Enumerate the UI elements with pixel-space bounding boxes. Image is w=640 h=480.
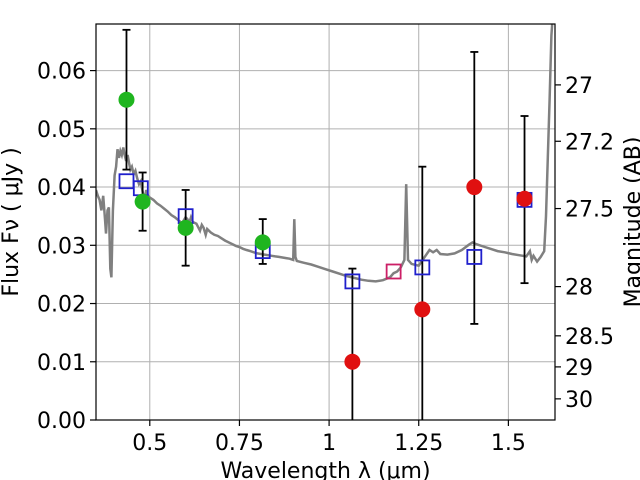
y2-tick-label: 27.2 [565, 130, 614, 155]
x-ticks: 0.5 0.75 1 1.25 1.5 [132, 420, 526, 456]
y2-tick-label: 28.5 [565, 325, 614, 350]
photometry-box [118, 173, 135, 190]
grid [96, 24, 555, 421]
y2-tick-label: 30 [565, 388, 593, 413]
y2-ticks: 27 27.2 27.5 28 28.5 29 30 [555, 74, 614, 413]
x-tick-label: 0.75 [215, 431, 264, 456]
x-tick-label: 1 [322, 431, 336, 456]
y2-axis-label: Magnitude (AB) [621, 137, 640, 308]
plot-frame [95, 23, 556, 421]
y-tick-label: 0.01 [37, 351, 86, 376]
red-data-point [516, 190, 533, 207]
y2-tick-label: 29 [565, 356, 593, 381]
photometry-box [466, 249, 483, 265]
photometry-box [385, 263, 402, 280]
green-data-point [118, 91, 135, 108]
y2-tick-label: 27.5 [565, 198, 614, 223]
green-data-point [177, 219, 194, 236]
model-spectrum [96, 24, 554, 283]
y-tick-label: 0.04 [37, 176, 86, 201]
green-data-point [254, 234, 271, 251]
detection-points [118, 91, 533, 370]
y2-tick-label: 28 [565, 276, 593, 301]
y-tick-label: 0.03 [37, 234, 86, 259]
x-tick-label: 1.5 [491, 431, 526, 456]
x-tick-label: 1.25 [394, 431, 443, 456]
y-axis-label: Flux Fν ( μJy ) [0, 147, 24, 296]
photometry-box [414, 259, 431, 276]
green-data-point [134, 193, 151, 210]
red-data-point [414, 301, 431, 318]
y-tick-label: 0.00 [37, 409, 86, 434]
photometry-box [344, 273, 361, 290]
y-tick-label: 0.02 [37, 293, 86, 318]
y-tick-label: 0.06 [37, 60, 86, 85]
y2-tick-label: 27 [565, 74, 593, 99]
y-tick-label: 0.05 [37, 118, 86, 143]
x-axis-label: Wavelength λ (μm) [220, 459, 430, 480]
y-ticks: 0.00 0.01 0.02 0.03 0.04 0.05 0.06 [37, 60, 96, 434]
model-spectrum-line [96, 24, 554, 283]
red-data-point [466, 179, 483, 196]
red-data-point [344, 353, 361, 370]
x-tick-label: 0.5 [132, 431, 167, 456]
